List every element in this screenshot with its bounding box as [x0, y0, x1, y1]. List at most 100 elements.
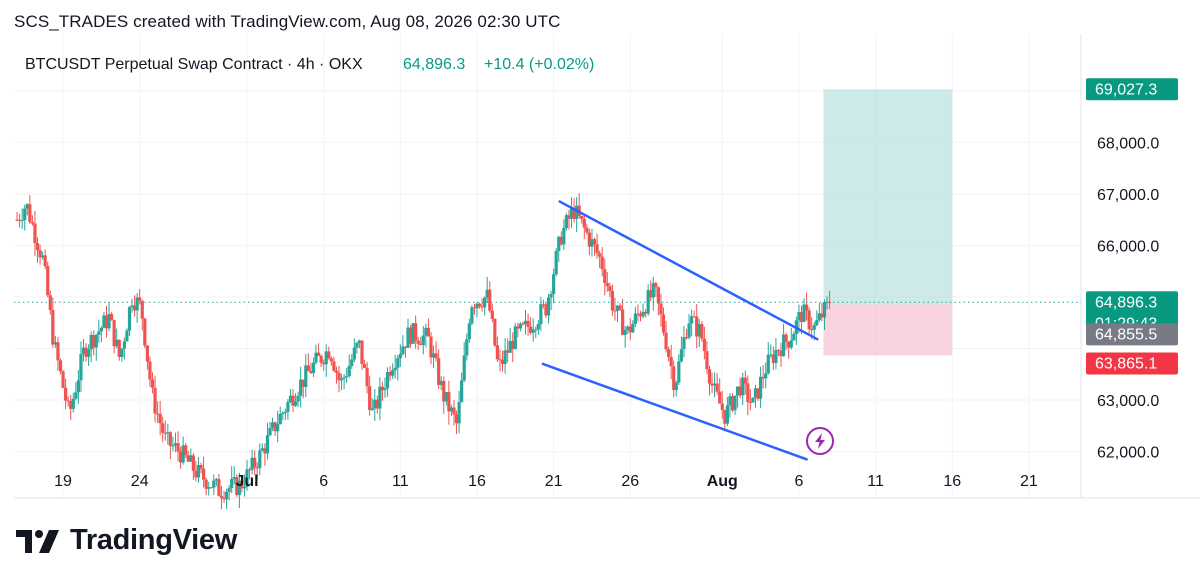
candle[interactable] [465, 333, 469, 361]
candle[interactable] [373, 388, 377, 421]
candle[interactable] [598, 250, 602, 268]
candle[interactable] [600, 247, 604, 277]
candle[interactable] [794, 316, 798, 345]
candle[interactable] [189, 448, 193, 463]
candle[interactable] [779, 342, 783, 367]
candle[interactable] [406, 318, 410, 348]
candle[interactable] [334, 366, 339, 384]
candle[interactable] [582, 214, 586, 240]
candle[interactable] [199, 462, 203, 474]
candle[interactable] [472, 303, 477, 315]
candle[interactable] [301, 379, 305, 399]
candle[interactable] [687, 314, 691, 340]
candle[interactable] [569, 197, 574, 229]
candle[interactable] [442, 376, 446, 414]
candle[interactable] [503, 338, 507, 374]
candle[interactable] [247, 467, 252, 480]
candle[interactable] [130, 298, 134, 313]
candle[interactable] [585, 223, 589, 235]
candle[interactable] [263, 443, 267, 466]
candle[interactable] [807, 307, 811, 337]
candle[interactable] [705, 341, 709, 374]
candle[interactable] [140, 299, 144, 331]
candle[interactable] [756, 388, 760, 402]
candle[interactable] [414, 315, 418, 349]
candle[interactable] [293, 393, 298, 408]
candle[interactable] [230, 466, 234, 494]
candle[interactable] [43, 249, 47, 270]
candle[interactable] [204, 477, 208, 496]
candle[interactable] [531, 318, 535, 342]
candle[interactable] [222, 490, 226, 504]
candle[interactable] [273, 421, 277, 436]
candle[interactable] [138, 288, 142, 305]
candle[interactable] [403, 346, 408, 358]
candle[interactable] [587, 228, 592, 256]
candle[interactable] [365, 361, 369, 394]
candle[interactable] [150, 372, 155, 394]
candle[interactable] [641, 303, 645, 319]
candle[interactable] [196, 456, 201, 483]
candle[interactable] [485, 276, 489, 304]
candle[interactable] [316, 343, 321, 357]
candle[interactable] [237, 472, 241, 508]
candle[interactable] [107, 302, 111, 332]
candle[interactable] [350, 353, 354, 369]
candle[interactable] [506, 338, 510, 363]
candle[interactable] [633, 306, 637, 328]
candle[interactable] [74, 382, 78, 401]
candle[interactable] [84, 343, 88, 362]
candle[interactable] [347, 354, 351, 378]
candle[interactable] [288, 389, 293, 404]
candle[interactable] [715, 373, 719, 395]
candle[interactable] [260, 443, 264, 452]
candle[interactable] [158, 400, 162, 436]
candle[interactable] [654, 281, 658, 297]
candle[interactable] [115, 328, 119, 349]
candle[interactable] [536, 319, 540, 336]
candle[interactable] [424, 323, 428, 348]
candle[interactable] [33, 210, 37, 257]
candle[interactable] [268, 421, 272, 437]
candle[interactable] [746, 375, 750, 416]
candle[interactable] [761, 364, 765, 389]
candle[interactable] [161, 416, 165, 443]
candle[interactable] [250, 449, 254, 475]
candle[interactable] [391, 363, 395, 379]
candle[interactable] [102, 311, 106, 329]
candle[interactable] [475, 302, 479, 318]
candle[interactable] [733, 395, 737, 415]
candle[interactable] [804, 292, 809, 321]
candle[interactable] [552, 268, 556, 303]
candle[interactable] [769, 344, 773, 358]
candle[interactable] [337, 365, 341, 393]
candle[interactable] [329, 356, 333, 366]
candle[interactable] [235, 474, 239, 497]
candle[interactable] [191, 452, 195, 480]
candle[interactable] [322, 359, 326, 371]
candle[interactable] [396, 355, 400, 381]
candle[interactable] [314, 344, 318, 365]
candle[interactable] [89, 331, 93, 363]
candle[interactable] [296, 391, 300, 408]
candle[interactable] [549, 290, 553, 311]
candle[interactable] [774, 338, 778, 370]
candle[interactable] [802, 298, 806, 323]
candle[interactable] [526, 313, 530, 336]
candle[interactable] [145, 345, 149, 370]
candle[interactable] [557, 235, 561, 263]
candle[interactable] [764, 362, 768, 389]
candle[interactable] [276, 410, 280, 443]
candle[interactable] [799, 305, 804, 335]
candle[interactable] [345, 367, 349, 384]
candle[interactable] [467, 318, 471, 343]
candle[interactable] [58, 358, 63, 375]
candle[interactable] [656, 286, 660, 316]
candle[interactable] [429, 332, 433, 365]
candle[interactable] [608, 282, 612, 298]
candle[interactable] [378, 377, 382, 421]
candle[interactable] [125, 328, 129, 342]
candle[interactable] [135, 292, 139, 323]
candle[interactable] [649, 280, 653, 302]
